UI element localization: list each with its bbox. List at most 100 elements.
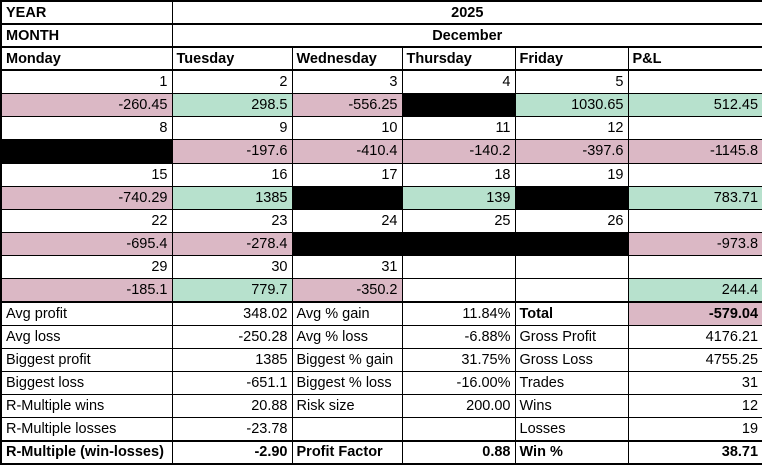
stat-label-cell[interactable]: Biggest loss [0,370,173,396]
stat-label-cell[interactable]: Gross Profit [514,324,629,349]
stat-value-cell[interactable]: 348.02 [171,300,293,326]
pnl-value-cell[interactable]: -695.4 [0,231,173,257]
pnl-value-cell[interactable]: 1030.65 [514,93,629,118]
pnl-value-cell[interactable]: -1145.8 [627,139,762,164]
stat-label-cell[interactable]: Biggest % loss [291,370,403,396]
date-cell[interactable]: 12 [514,116,629,141]
date-cell[interactable] [627,255,762,280]
stat-label-cell[interactable]: Risk size [291,393,403,419]
date-cell[interactable]: 18 [401,162,516,187]
date-cell[interactable]: 4 [401,69,516,95]
month-value-cell[interactable]: December [171,23,762,49]
stat-value-cell[interactable]: 12 [627,393,762,419]
stat-value-cell[interactable]: -16.00% [401,370,516,396]
pnl-value-cell[interactable]: 244.4 [627,278,762,303]
pnl-value-cell[interactable]: -556.25 [291,93,403,118]
stat-value-cell[interactable]: 4176.21 [627,324,762,349]
pnl-value-cell[interactable]: -973.8 [627,231,762,257]
blocked-cell[interactable] [401,93,516,118]
pnl-value-cell[interactable]: 783.71 [627,185,762,210]
date-cell[interactable]: 3 [291,69,403,95]
blocked-cell[interactable] [0,139,173,164]
date-cell[interactable] [627,162,762,187]
pnl-value-cell[interactable]: -260.45 [0,93,173,118]
stat-value-cell[interactable]: -6.88% [401,324,516,349]
stat-value-cell[interactable] [401,417,516,442]
pnl-value-cell[interactable]: 512.45 [627,93,762,118]
stat-label-cell[interactable]: R-Multiple losses [0,417,173,442]
stat-label-cell[interactable]: Biggest % gain [291,347,403,372]
stat-value-cell[interactable]: 1385 [171,347,293,372]
pnl-value-cell[interactable]: -197.6 [171,139,293,164]
date-cell[interactable]: 11 [401,116,516,141]
pnl-value-cell[interactable] [401,278,516,303]
day-header-friday[interactable]: Friday [514,46,629,72]
pnl-value-cell[interactable]: 298.5 [171,93,293,118]
stat-value-cell[interactable]: -250.28 [171,324,293,349]
pnl-value-cell[interactable]: -740.29 [0,185,173,210]
date-cell[interactable] [401,255,516,280]
date-cell[interactable]: 8 [0,116,173,141]
date-cell[interactable]: 31 [291,255,403,280]
pnl-value-cell[interactable]: -185.1 [0,278,173,303]
date-cell[interactable]: 30 [171,255,293,280]
stat-value-cell[interactable]: 31 [627,370,762,396]
stat-value-cell[interactable]: 31.75% [401,347,516,372]
date-cell[interactable]: 24 [291,208,403,233]
pnl-value-cell[interactable]: -278.4 [171,231,293,257]
date-cell[interactable]: 5 [514,69,629,95]
year-label-cell[interactable]: YEAR [0,0,173,26]
stat-label-cell[interactable]: Avg % loss [291,324,403,349]
stat-value-cell[interactable]: 20.88 [171,393,293,419]
stat-value-cell[interactable]: 11.84% [401,300,516,326]
stat-label-cell[interactable]: Avg profit [0,300,173,326]
stat-label-cell[interactable]: Biggest profit [0,347,173,372]
stat-label-cell[interactable] [291,417,403,442]
pnl-value-cell[interactable]: -410.4 [291,139,403,164]
stat-label-cell[interactable]: R-Multiple (win-losses) [0,439,173,465]
stat-label-cell[interactable]: Total [514,300,629,326]
blocked-cell[interactable] [291,185,403,210]
stat-value-cell[interactable]: 200.00 [401,393,516,419]
day-header-monday[interactable]: Monday [0,46,173,72]
date-cell[interactable]: 15 [0,162,173,187]
stat-value-cell[interactable]: -651.1 [171,370,293,396]
date-cell[interactable]: 19 [514,162,629,187]
date-cell[interactable]: 10 [291,116,403,141]
date-cell[interactable]: 25 [401,208,516,233]
stat-label-cell[interactable]: R-Multiple wins [0,393,173,419]
stat-value-cell[interactable]: -2.90 [171,439,293,465]
stat-label-cell[interactable]: Losses [514,417,629,442]
stat-label-cell[interactable]: Avg % gain [291,300,403,326]
date-cell[interactable] [627,69,762,95]
date-cell[interactable]: 2 [171,69,293,95]
date-cell[interactable]: 1 [0,69,173,95]
date-cell[interactable] [627,208,762,233]
date-cell[interactable]: 16 [171,162,293,187]
stat-value-cell[interactable]: -579.04 [627,300,762,326]
stat-label-cell[interactable]: Trades [514,370,629,396]
pnl-value-cell[interactable]: -350.2 [291,278,403,303]
stat-label-cell[interactable]: Win % [514,439,629,465]
pnl-value-cell[interactable]: -140.2 [401,139,516,164]
date-cell[interactable]: 23 [171,208,293,233]
day-header-wednesday[interactable]: Wednesday [291,46,403,72]
date-cell[interactable] [514,255,629,280]
pnl-value-cell[interactable]: 779.7 [171,278,293,303]
blocked-cell[interactable] [514,231,629,257]
day-header-thursday[interactable]: Thursday [401,46,516,72]
stat-value-cell[interactable]: 4755.25 [627,347,762,372]
stat-value-cell[interactable]: 38.71 [627,439,762,465]
month-label-cell[interactable]: MONTH [0,23,173,49]
pnl-value-cell[interactable]: -397.6 [514,139,629,164]
blocked-cell[interactable] [401,231,516,257]
stat-label-cell[interactable]: Profit Factor [291,439,403,465]
blocked-cell[interactable] [291,231,403,257]
date-cell[interactable]: 26 [514,208,629,233]
pnl-value-cell[interactable] [514,278,629,303]
pnl-value-cell[interactable]: 1385 [171,185,293,210]
date-cell[interactable]: 17 [291,162,403,187]
date-cell[interactable]: 9 [171,116,293,141]
stat-label-cell[interactable]: Gross Loss [514,347,629,372]
stat-label-cell[interactable]: Avg loss [0,324,173,349]
